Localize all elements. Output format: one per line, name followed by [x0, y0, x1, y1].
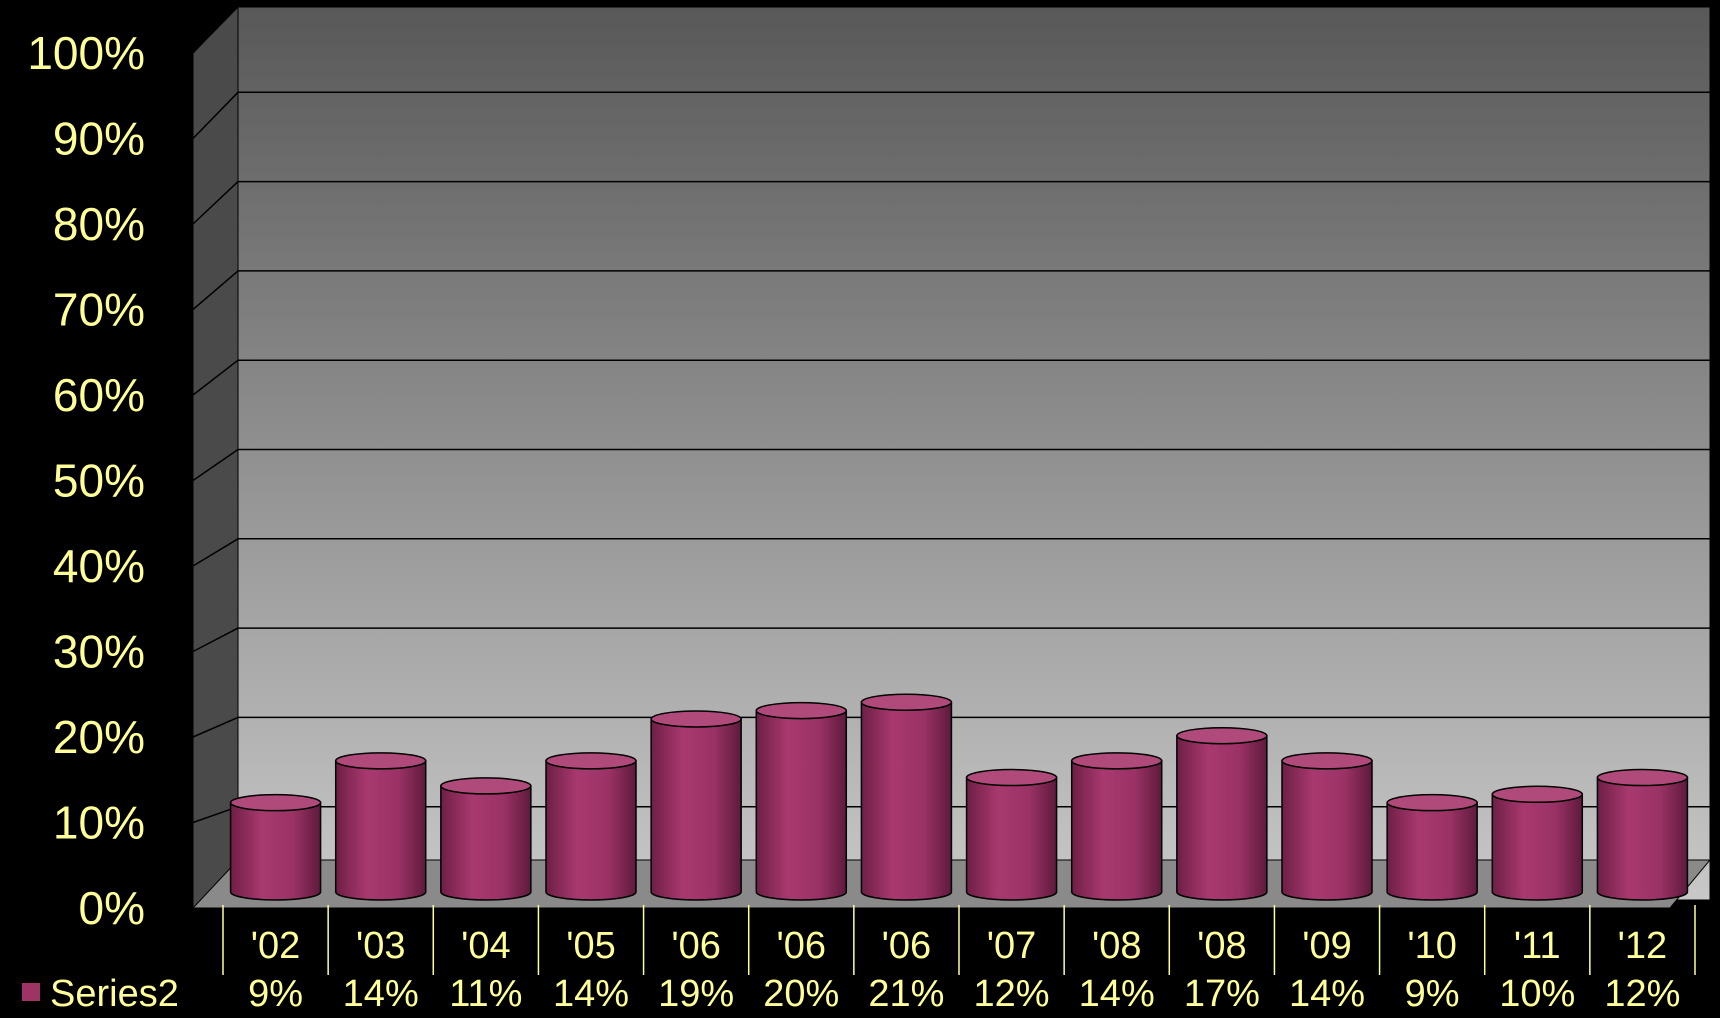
bar-top	[965, 768, 1058, 787]
bar-top	[545, 752, 637, 770]
x-category-label: '12	[1618, 925, 1668, 967]
y-tick-label: 0%	[79, 882, 145, 934]
bar-body	[440, 785, 532, 901]
side-wall	[192, 5, 239, 909]
bar-top	[334, 752, 427, 770]
data-label: 14%	[343, 973, 419, 1013]
y-tick-label: 30%	[53, 626, 145, 678]
data-label: 12%	[1604, 973, 1680, 1013]
bar-top	[1386, 793, 1478, 812]
data-label: 14%	[1289, 973, 1365, 1013]
y-tick-label: 50%	[53, 455, 145, 507]
bar-body	[860, 701, 953, 901]
data-label: 17%	[1184, 973, 1260, 1013]
x-category-label: '11	[1514, 925, 1561, 967]
data-label: 21%	[868, 973, 944, 1013]
gridline-side	[192, 538, 239, 567]
x-category-label: '09	[1302, 925, 1352, 967]
bar-top	[1176, 726, 1268, 745]
gridline-side	[192, 448, 239, 482]
x-category-label: '04	[461, 925, 511, 967]
y-tick-label: 80%	[53, 198, 145, 250]
bar-body	[755, 709, 848, 901]
bar	[1596, 768, 1689, 901]
bar-top	[1070, 752, 1163, 770]
y-tick-label: 40%	[53, 540, 145, 592]
back-wall	[237, 6, 1711, 901]
gridline-side	[192, 270, 239, 311]
y-tick-label: 90%	[53, 113, 145, 165]
bar-body	[1596, 776, 1689, 901]
data-label: 14%	[1079, 973, 1155, 1013]
bar-body	[650, 718, 742, 901]
bar-body	[545, 760, 637, 901]
gridline-side	[192, 2, 239, 54]
data-label: 19%	[658, 973, 734, 1013]
data-label: 14%	[553, 973, 629, 1013]
x-category-label: '08	[1092, 925, 1142, 967]
bar-body	[1386, 801, 1478, 901]
bar	[1386, 793, 1478, 901]
gridline-side	[192, 716, 239, 738]
bar	[334, 752, 427, 901]
x-category-label: '06	[671, 925, 721, 967]
gridline-side	[192, 91, 239, 140]
bar-top	[229, 793, 322, 812]
bar-body	[229, 801, 322, 901]
x-category-label: '06	[777, 925, 827, 967]
data-table: '02 '03 '04 '05 '06 '06 '06 '07 '08 '08 '09 '10 '11 '…	[22, 905, 1696, 1015]
bar	[1070, 752, 1163, 901]
gridline-side	[192, 359, 239, 396]
bar	[1491, 785, 1584, 901]
data-label: 9%	[1405, 973, 1460, 1013]
bar-top	[860, 693, 953, 711]
y-axis-tick-labels: 0% 10% 20% 30% 40% 50% 60% 70% 80% 90% 100%	[27, 27, 145, 934]
data-label: 9%	[248, 973, 303, 1013]
bar-series	[229, 693, 1689, 901]
x-category-label: '10	[1407, 925, 1457, 967]
bar	[965, 768, 1058, 901]
bar-body	[334, 760, 427, 901]
data-label: 20%	[763, 973, 839, 1013]
y-tick-label: 70%	[53, 284, 145, 336]
bar-top	[1491, 785, 1584, 804]
bar	[440, 777, 532, 901]
bar	[650, 710, 742, 901]
x-category-label: '03	[356, 925, 406, 967]
bar-body	[965, 776, 1058, 901]
y-tick-label: 60%	[53, 369, 145, 421]
bar-body	[1176, 734, 1268, 901]
x-category-label: '05	[566, 925, 616, 967]
legend-swatch	[22, 983, 40, 1001]
y-tick-label: 10%	[53, 797, 145, 849]
bar	[1281, 752, 1373, 901]
bar-body	[1070, 760, 1163, 901]
bar	[860, 693, 953, 901]
x-category-label: '07	[987, 925, 1037, 967]
bar	[229, 793, 322, 901]
gridline-side	[192, 181, 239, 225]
x-category-label: '06	[882, 925, 932, 967]
bar-top	[1281, 752, 1373, 770]
bar-body	[1281, 760, 1373, 901]
x-category-label: '08	[1197, 925, 1247, 967]
data-label: 10%	[1499, 973, 1575, 1013]
bar	[1176, 726, 1268, 901]
data-label: 12%	[974, 973, 1050, 1013]
x-category-label: '02	[251, 925, 301, 967]
bar-top	[1596, 768, 1689, 787]
bar-top	[440, 777, 532, 795]
gridline-side	[192, 627, 239, 653]
bar-body	[1491, 793, 1584, 901]
y-tick-label: 100%	[27, 27, 145, 79]
bar-top	[650, 710, 742, 728]
bar	[755, 701, 848, 901]
bar	[545, 752, 637, 901]
data-label: 11%	[449, 973, 522, 1013]
y-tick-label: 20%	[53, 711, 145, 763]
legend-series-name: Series2	[50, 973, 179, 1013]
bar-top	[755, 701, 848, 720]
